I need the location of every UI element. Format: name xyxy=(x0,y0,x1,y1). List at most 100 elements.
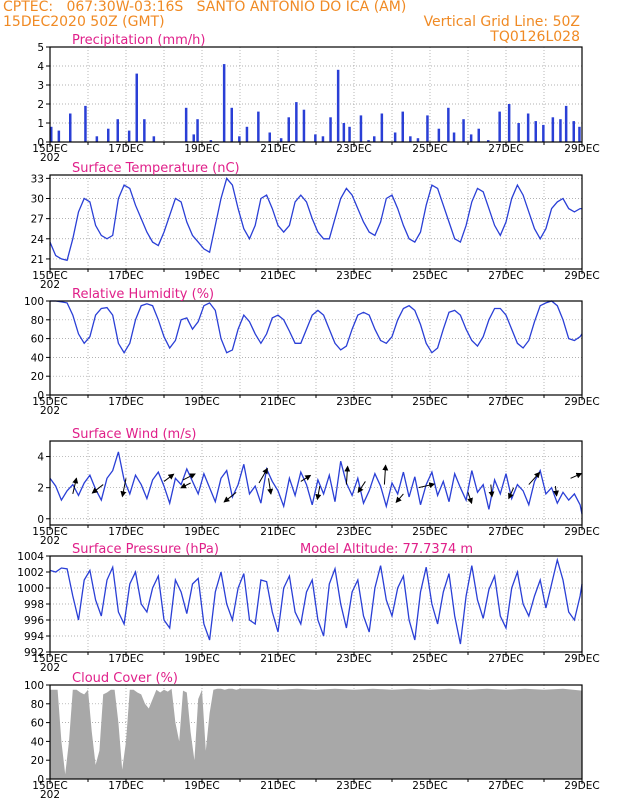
x-tick-label: 29DEC xyxy=(564,270,599,282)
y-tick-label: 3 xyxy=(37,80,44,92)
x-tick-label: 17DEC xyxy=(108,270,143,282)
y-tick-label: 1 xyxy=(37,118,44,130)
x-year-label: 202 xyxy=(40,535,60,547)
precip-bar xyxy=(416,138,420,142)
precip-bar xyxy=(437,128,441,142)
precip-bar xyxy=(542,124,545,142)
wind-arrow xyxy=(528,471,541,485)
precip-bar xyxy=(559,119,562,142)
precip-bar xyxy=(57,130,61,142)
wind-arrow xyxy=(258,467,268,484)
x-tick-label: 19DEC xyxy=(184,270,219,282)
x-tick-label: 21DEC xyxy=(260,396,295,408)
y-tick-label: 24 xyxy=(31,234,45,246)
wind-arrow xyxy=(91,484,104,494)
precip-bar xyxy=(426,115,429,142)
x-tick-label: 23DEC xyxy=(336,780,371,792)
x-tick-label: 25DEC xyxy=(412,143,447,155)
temp-series-line xyxy=(49,177,582,262)
header-grid-line: Vertical Grid Line: 50Z xyxy=(423,14,580,30)
rh-series-line xyxy=(50,300,583,354)
x-year-label: 202 xyxy=(40,152,60,164)
precip-bar xyxy=(572,121,575,142)
y-tick-label: 1002 xyxy=(17,567,44,579)
y-tick-label: 21 xyxy=(31,254,44,266)
x-tick-label: 17DEC xyxy=(108,526,143,538)
x-tick-label: 19DEC xyxy=(184,396,219,408)
x-tick-label: 27DEC xyxy=(488,780,523,792)
x-tick-label: 27DEC xyxy=(488,653,523,665)
y-tick-label: 992 xyxy=(24,647,44,659)
x-tick-label: 15DEC xyxy=(32,780,67,792)
x-tick-label: 27DEC xyxy=(488,270,523,282)
y-tick-label: 0 xyxy=(37,774,44,786)
y-tick-label: 2 xyxy=(37,483,44,495)
x-tick-label: 21DEC xyxy=(260,780,295,792)
y-tick-label: 60 xyxy=(31,334,44,346)
precip-bar xyxy=(564,105,568,142)
precip-bar xyxy=(135,73,138,142)
y-tick-label: 40 xyxy=(31,352,44,364)
precip-bar xyxy=(409,136,412,142)
precip-bar xyxy=(517,123,520,142)
precip-bar xyxy=(578,126,581,142)
header-date: 15DEC2020 50Z (GMT) xyxy=(3,14,165,30)
cloud-panel: 0 20 40 60 80 100 15DEC 17DEC 19DEC 21DEC 23DEC 25D… xyxy=(24,671,600,800)
x-year-label: 202 xyxy=(40,662,60,674)
y-tick-label: 0 xyxy=(37,514,44,526)
y-tick-label: 33 xyxy=(31,173,44,185)
header-station: CPTEC: 067:30W-03:16S SANTO ANTONIO DO I… xyxy=(3,0,407,15)
x-tick-label: 27DEC xyxy=(488,143,523,155)
precip-bar xyxy=(487,140,490,142)
pressure-panel: 992 994 996 998 1000 1002 1004 15DEC 17DEC 19DEC 2… xyxy=(17,542,599,674)
x-tick-label: 15DEC xyxy=(32,526,67,538)
x-tick-label: 29DEC xyxy=(564,780,599,792)
precip-bar xyxy=(380,113,384,142)
precip-bar xyxy=(257,111,260,142)
x-year-label: 202 xyxy=(40,279,60,291)
x-tick-label: 21DEC xyxy=(260,653,295,665)
y-tick-label: 996 xyxy=(24,615,44,627)
precip-bar xyxy=(222,64,226,142)
cloud-title: Cloud Cover (%) xyxy=(72,671,178,686)
precip-panel: 0 1 2 3 4 5 15DEC 17DEC 19DEC 21DEC 23DEC 25DEC 27DE… xyxy=(32,33,599,164)
y-tick-label: 100 xyxy=(24,296,44,308)
x-year-label: 202 xyxy=(40,405,60,417)
precip-bar xyxy=(336,69,340,142)
precip-bar xyxy=(287,117,290,142)
x-tick-label: 15DEC xyxy=(32,270,67,282)
precip-bar xyxy=(50,126,53,142)
x-tick-label: 29DEC xyxy=(564,526,599,538)
precip-bar xyxy=(447,107,450,142)
precip-bar xyxy=(268,132,271,142)
x-tick-label: 17DEC xyxy=(108,143,143,155)
wind-arrow xyxy=(180,482,191,489)
precip-bar xyxy=(507,104,511,142)
precip-bar xyxy=(302,109,306,142)
precip-bar xyxy=(196,119,199,142)
precip-bar xyxy=(69,113,72,142)
y-tick-label: 4 xyxy=(37,452,44,464)
precip-bar xyxy=(107,128,110,142)
wind-arrow xyxy=(570,472,583,479)
wind-arrow xyxy=(223,491,237,503)
wind-series-line xyxy=(49,451,583,515)
x-tick-label: 23DEC xyxy=(336,143,371,155)
y-tick-label: 4 xyxy=(37,61,44,73)
wind-arrow xyxy=(553,486,559,497)
pressure-series-line xyxy=(49,557,583,645)
x-tick-label: 15DEC xyxy=(32,396,67,408)
wind-arrow xyxy=(267,478,274,495)
cloud-area xyxy=(50,688,582,779)
wind-arrow xyxy=(72,477,79,495)
precip-bar xyxy=(238,136,241,142)
rh-panel: 0 20 40 60 80 100 15DEC 17DEC 19DEC 21DEC 23DEC 25D… xyxy=(24,287,600,417)
x-tick-label: 23DEC xyxy=(336,526,371,538)
precip-bar xyxy=(152,136,156,142)
precip-bar xyxy=(498,111,501,142)
wind-arrow xyxy=(395,493,404,504)
precip-bar xyxy=(230,107,233,142)
precip-bar xyxy=(526,113,530,142)
plot-frame xyxy=(49,46,583,143)
x-tick-label: 19DEC xyxy=(184,780,219,792)
